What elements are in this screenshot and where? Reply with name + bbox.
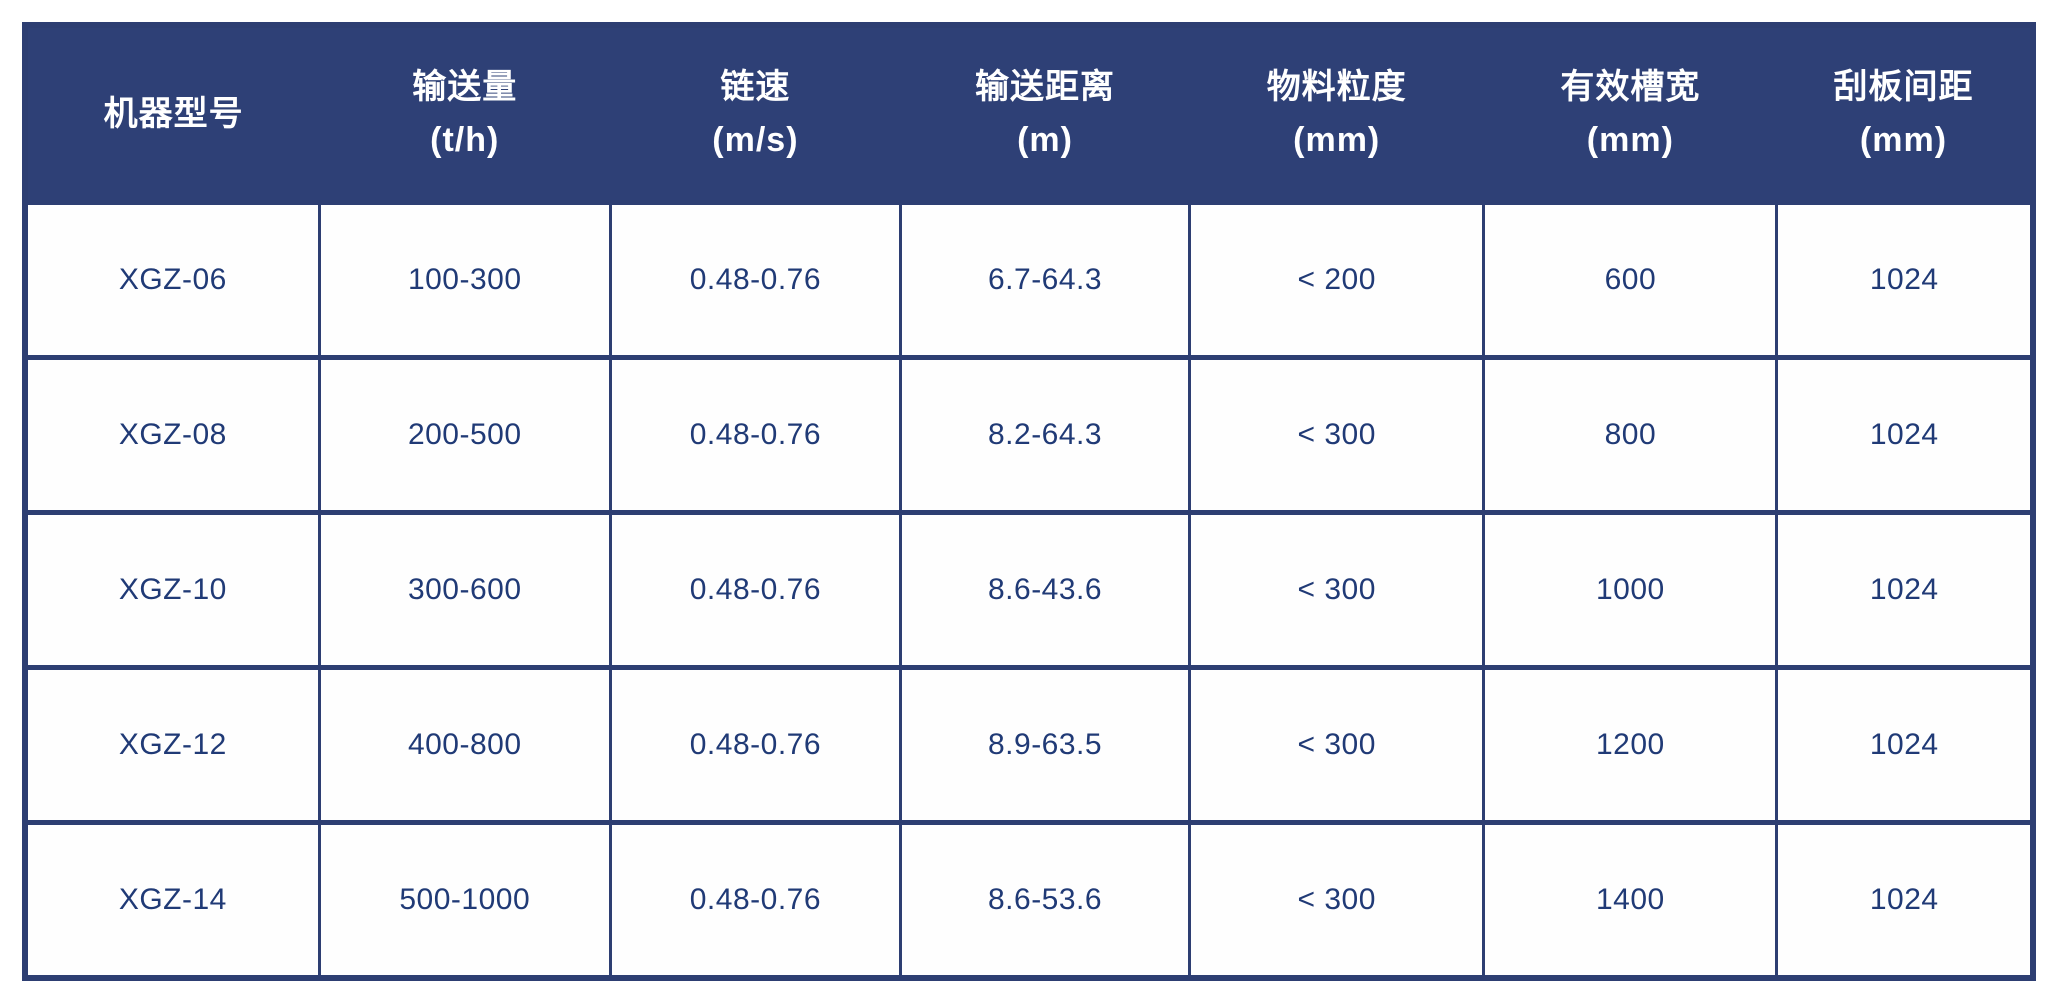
- cell-model: XGZ-14: [23, 820, 321, 981]
- cell-distance: 8.6-53.6: [898, 820, 1192, 981]
- column-header-unit: (mm): [1293, 121, 1381, 159]
- table-row-xgz-08: XGZ-08 200-500 0.48-0.76 8.2-64.3 < 300 …: [23, 355, 2035, 515]
- cell-scraper-spacing: 1024: [1775, 510, 2035, 670]
- cell-scraper-spacing: 1024: [1775, 200, 2035, 360]
- column-header-scraper-spacing: 刮板间距 (mm): [1776, 25, 2033, 203]
- cell-distance: 8.2-64.3: [898, 355, 1192, 515]
- cell-particle-size: < 200: [1188, 200, 1486, 360]
- cell-chain-speed: 0.48-0.76: [608, 510, 902, 670]
- cell-trough-width: 800: [1482, 355, 1779, 515]
- cell-model: XGZ-08: [23, 355, 321, 515]
- cell-model: XGZ-10: [23, 510, 321, 670]
- cell-chain-speed: 0.48-0.76: [608, 200, 902, 360]
- table-body: XGZ-06 100-300 0.48-0.76 6.7-64.3 < 200 …: [23, 200, 2035, 981]
- cell-particle-size: < 300: [1188, 665, 1486, 825]
- cell-chain-speed: 0.48-0.76: [608, 820, 902, 981]
- table-row-xgz-14: XGZ-14 500-1000 0.48-0.76 8.6-53.6 < 300…: [23, 820, 2035, 981]
- table-header: 机器型号 输送量 (t/h) 链速 (m/s) 输送距离 (m) 物料粒度: [25, 25, 2033, 203]
- cell-scraper-spacing: 1024: [1775, 355, 2035, 515]
- cell-distance: 8.9-63.5: [898, 665, 1192, 825]
- cell-capacity: 100-300: [317, 200, 612, 360]
- column-header-unit: (mm): [1859, 121, 1948, 159]
- cell-capacity: 300-600: [317, 510, 612, 670]
- cell-trough-width: 600: [1482, 200, 1779, 360]
- column-header-label: 输送量: [412, 68, 518, 107]
- cell-particle-size: < 300: [1188, 510, 1486, 670]
- column-header-label: 机器型号: [103, 94, 244, 133]
- column-header-unit: (t/h): [430, 121, 500, 159]
- table-row-xgz-10: XGZ-10 300-600 0.48-0.76 8.6-43.6 < 300 …: [23, 510, 2035, 670]
- cell-capacity: 400-800: [317, 665, 612, 825]
- column-header-label: 链速: [720, 68, 791, 107]
- column-header-chain-speed: 链速 (m/s): [610, 25, 901, 203]
- cell-trough-width: 1400: [1482, 820, 1779, 981]
- cell-scraper-spacing: 1024: [1775, 820, 2035, 981]
- cell-chain-speed: 0.48-0.76: [608, 665, 902, 825]
- cell-capacity: 500-1000: [317, 820, 612, 981]
- cell-particle-size: < 300: [1188, 355, 1486, 515]
- cell-trough-width: 1000: [1482, 510, 1779, 670]
- column-header-unit: (m/s): [712, 121, 799, 159]
- column-header-label: 刮板间距: [1833, 68, 1974, 107]
- cell-distance: 6.7-64.3: [898, 200, 1192, 360]
- column-header-label: 物料粒度: [1266, 68, 1407, 107]
- table-row-xgz-06: XGZ-06 100-300 0.48-0.76 6.7-64.3 < 200 …: [23, 200, 2035, 360]
- spec-table-container: 机器型号 输送量 (t/h) 链速 (m/s) 输送距离 (m) 物料粒度: [22, 22, 2036, 981]
- column-header-capacity: 输送量 (t/h): [319, 25, 611, 203]
- spec-table: 机器型号 输送量 (t/h) 链速 (m/s) 输送距离 (m) 物料粒度: [22, 22, 2036, 981]
- cell-distance: 8.6-43.6: [898, 510, 1192, 670]
- column-header-trough-width: 有效槽宽 (mm): [1483, 25, 1777, 203]
- cell-particle-size: < 300: [1188, 820, 1486, 981]
- column-header-unit: (mm): [1586, 121, 1674, 159]
- cell-chain-speed: 0.48-0.76: [608, 355, 902, 515]
- column-header-particle-size: 物料粒度 (mm): [1189, 25, 1484, 203]
- header-row: 机器型号 输送量 (t/h) 链速 (m/s) 输送距离 (m) 物料粒度: [25, 25, 2033, 203]
- cell-model: XGZ-06: [23, 200, 321, 360]
- cell-capacity: 200-500: [317, 355, 612, 515]
- column-header-unit: (m): [1017, 121, 1073, 159]
- table-row-xgz-12: XGZ-12 400-800 0.48-0.76 8.9-63.5 < 300 …: [23, 665, 2035, 825]
- column-header-label: 有效槽宽: [1560, 68, 1701, 107]
- column-header-model: 机器型号: [25, 25, 320, 203]
- cell-model: XGZ-12: [23, 665, 321, 825]
- cell-trough-width: 1200: [1482, 665, 1779, 825]
- column-header-label: 输送距离: [975, 68, 1116, 107]
- cell-scraper-spacing: 1024: [1775, 665, 2035, 825]
- column-header-distance: 输送距离 (m): [900, 25, 1190, 203]
